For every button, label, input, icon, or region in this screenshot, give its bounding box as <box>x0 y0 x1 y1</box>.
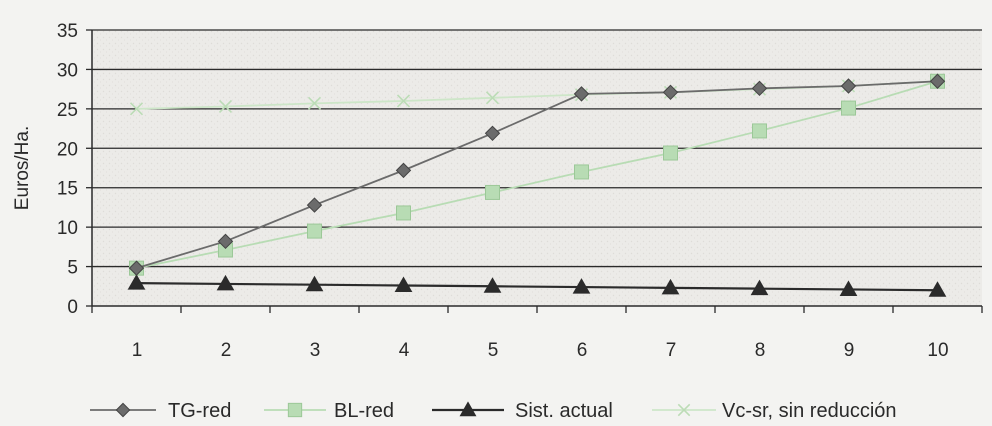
legend-label-1: BL-red <box>334 400 394 422</box>
legend-item-2: Sist. actual <box>432 400 613 422</box>
legend-swatch-marker-1 <box>287 402 303 418</box>
series-0-point-4 <box>484 125 501 142</box>
series-1-point-2 <box>307 223 322 239</box>
legend-item-0: TG-red <box>90 400 231 422</box>
series-1-point-7 <box>752 123 767 139</box>
series-1-point-8 <box>841 100 856 116</box>
legend-label-0: TG-red <box>168 400 231 422</box>
series-2-point-0 <box>127 274 146 290</box>
x-tick-label-7: 8 <box>755 340 766 361</box>
legend-label-3: Vc-sr, sin reducción <box>722 400 897 422</box>
y-tick-label-4: 20 <box>57 139 78 160</box>
y-tick-label-5: 25 <box>57 100 78 121</box>
x-tick-label-5: 6 <box>577 340 588 361</box>
x-tick-label-6: 7 <box>666 340 677 361</box>
series-1-point-4 <box>485 184 500 200</box>
series-layer <box>127 73 947 297</box>
series-2-point-6 <box>661 278 680 295</box>
series-0 <box>128 73 946 276</box>
series-2-point-1 <box>216 274 235 291</box>
x-tick-label-9: 10 <box>927 340 948 361</box>
series-1-point-3 <box>396 205 411 221</box>
y-tick-label-7: 35 <box>57 21 78 42</box>
series-3-point-0 <box>129 102 144 116</box>
series-1-point-6 <box>663 145 678 161</box>
series-0-point-8 <box>840 78 857 94</box>
y-tick-label-3: 15 <box>57 179 78 200</box>
y-tick-label-6: 30 <box>57 60 78 81</box>
series-3-point-2 <box>307 96 322 110</box>
x-tick-label-4: 5 <box>488 340 499 361</box>
plot-area <box>92 30 982 306</box>
series-0-point-9 <box>929 73 946 89</box>
series-0-line <box>136 80 938 270</box>
y-tick-label-2: 10 <box>57 218 78 239</box>
x-tick-label-0: 1 <box>132 340 143 361</box>
x-tick-label-2: 3 <box>310 340 321 361</box>
gridlines <box>92 29 982 268</box>
series-2-point-5 <box>572 278 591 294</box>
series-0-point-1 <box>217 233 234 250</box>
legend-item-1: BL-red <box>264 400 394 422</box>
legend-item-3: Vc-sr, sin reducción <box>652 400 897 422</box>
legend: TG-red BL-red Sist. actual Vc-sr, sin reduc… <box>90 400 897 422</box>
series-2 <box>127 274 947 297</box>
series-2-point-3 <box>394 276 413 292</box>
series-0-point-6 <box>662 84 679 101</box>
legend-label-2: Sist. actual <box>515 400 613 422</box>
series-3-point-4 <box>485 91 500 105</box>
series-0-point-2 <box>306 197 323 213</box>
series-0-point-5 <box>573 86 590 102</box>
series-1-line <box>136 80 938 270</box>
legend-swatch-marker-3 <box>677 403 691 417</box>
y-tick-label-0: 0 <box>67 297 78 318</box>
axes: 0 5 10 15 20 25 30 35 1 2 3 4 5 6 7 8 9 10 Euros/Ha. <box>12 21 983 361</box>
y-axis-title: Euros/Ha. <box>12 126 33 210</box>
series-2-line <box>136 282 938 292</box>
y-tick-label-1: 5 <box>67 258 78 279</box>
x-tick-label-3: 4 <box>399 340 410 361</box>
series-3-point-3 <box>396 94 411 108</box>
series-2-point-7 <box>750 279 769 296</box>
legend-swatch-marker-0 <box>115 402 131 418</box>
series-0-point-3 <box>395 162 412 179</box>
x-tick-label-1: 2 <box>221 340 232 361</box>
series-2-point-4 <box>483 277 502 293</box>
series-2-point-8 <box>839 280 858 296</box>
x-tick-label-8: 9 <box>844 340 855 361</box>
series-0-point-7 <box>751 80 768 97</box>
series-2-point-2 <box>305 275 324 292</box>
series-2-point-9 <box>928 281 947 297</box>
series-0-point-0 <box>128 260 145 276</box>
series-3-point-1 <box>218 99 233 114</box>
legend-swatch-marker-2 <box>459 401 477 417</box>
series-1-point-5 <box>574 164 589 180</box>
